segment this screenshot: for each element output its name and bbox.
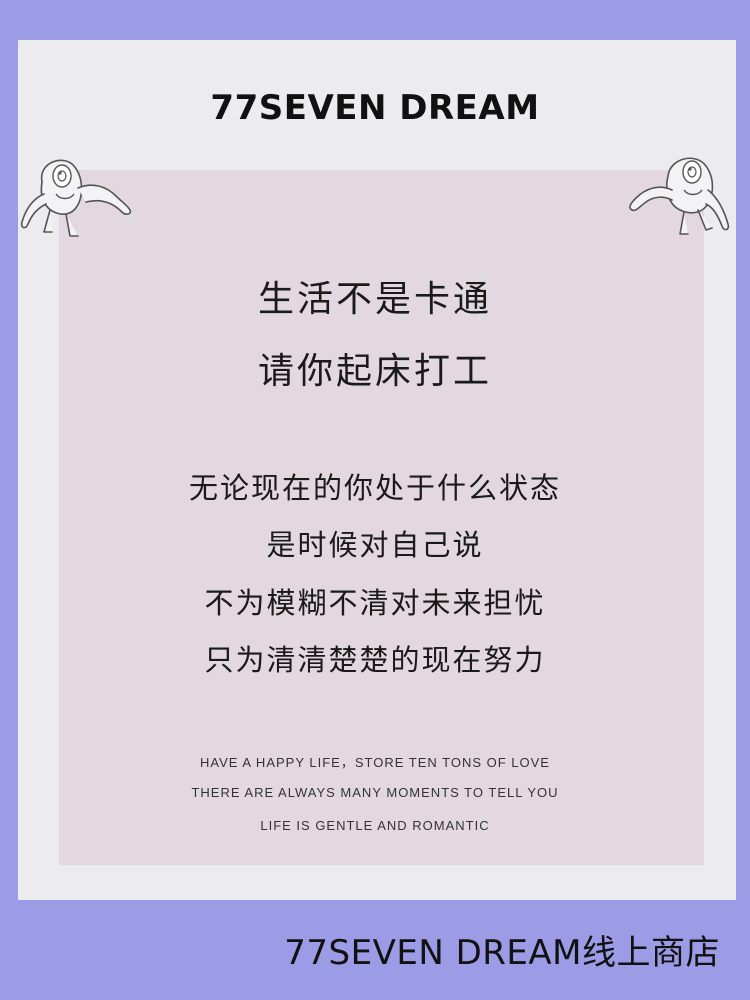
one-eyed-monster-icon: [20, 159, 132, 237]
one-eyed-monster-icon: [629, 157, 730, 235]
content-panel: [59, 170, 704, 865]
body-line-3: 不为模糊不清对未来担忧: [204, 586, 546, 620]
english-line-3: LIFE IS GENTLE AND ROMANTIC: [260, 818, 490, 833]
headline-line-1: 生活不是卡通: [257, 279, 492, 320]
body-line-1: 无论现在的你处于什么状态: [188, 471, 561, 505]
brand-title: 77SEVEN DREAM: [210, 88, 540, 128]
footer-store-label: 77SEVEN DREAM线上商店: [284, 933, 720, 973]
headline-line-2: 请你起床打工: [257, 351, 492, 392]
english-line-1: HAVE A HAPPY LIFE，STORE TEN TONS OF LOVE: [200, 755, 550, 770]
english-line-2: THERE ARE ALWAYS MANY MOMENTS TO TELL YO…: [191, 785, 559, 800]
body-line-4: 只为清清楚楚的现在努力: [204, 643, 546, 677]
body-line-2: 是时候对自己说: [266, 528, 484, 562]
